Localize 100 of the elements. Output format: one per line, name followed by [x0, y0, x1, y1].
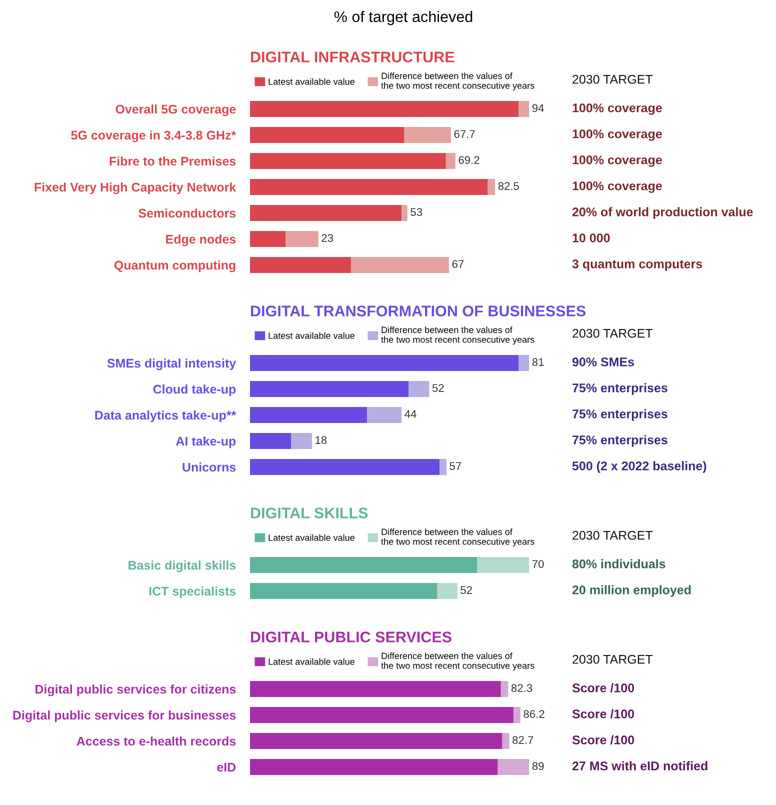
legend-label: Latest available value — [268, 78, 354, 85]
annotation: 52 — [432, 384, 444, 392]
bar — [518, 354, 530, 372]
legend-label: Difference between the values of the two most recent consecutive years — [381, 652, 534, 671]
chart-title: DIGITAL SKILLS — [251, 508, 368, 518]
bar — [437, 582, 458, 600]
y-tick-label: Cloud take-up — [153, 384, 236, 396]
text: 27 MS with eID notified — [572, 761, 708, 770]
annotation: 69.2 — [458, 156, 480, 164]
annotation: 57 — [450, 462, 462, 470]
text: 90% SMEs — [572, 358, 634, 366]
y-tick-label: Basic digital skills — [128, 560, 236, 572]
y-tick-label: eID — [217, 762, 236, 772]
bar — [286, 230, 318, 248]
y-tick-label: Edge nodes — [166, 234, 236, 246]
text: 100% coverage — [572, 129, 662, 141]
bar — [250, 556, 478, 574]
text: 80% individuals — [572, 559, 666, 568]
y-tick-label: Unicorns — [182, 462, 236, 472]
text: 20 million employed — [572, 585, 691, 597]
bar — [250, 152, 446, 170]
text: Score /100 — [572, 709, 634, 718]
chart-title: DIGITAL TRANSFORMATION OF BUSINESSES — [251, 306, 586, 316]
y-tick-label: Quantum computing — [114, 260, 236, 272]
legend-label: Difference between the values of the two most recent consecutive years — [381, 326, 534, 345]
bar — [502, 732, 510, 750]
annotation: 52 — [460, 586, 472, 594]
chart-title: DIGITAL INFRASTRUCTURE — [251, 52, 454, 62]
bar — [367, 406, 402, 424]
bar — [250, 432, 292, 450]
annotation: 82.5 — [498, 182, 519, 190]
text: Score /100 — [572, 683, 634, 692]
text: 100% coverage — [572, 155, 662, 167]
y-tick-label: Digital public services for citizens — [36, 684, 236, 696]
annotation: 70 — [532, 560, 544, 568]
text: 10 000 — [572, 234, 610, 242]
annotation: 53 — [410, 208, 422, 216]
y-tick-label: Access to e-health records — [76, 736, 236, 746]
text: 75% enterprises — [572, 409, 668, 421]
bar — [446, 152, 456, 170]
text: 20% of world production value — [572, 207, 753, 219]
bar — [250, 256, 352, 274]
y-tick-label: Overall 5G coverage — [116, 104, 236, 116]
text: 500 (2 x 2022 baseline) — [572, 461, 706, 473]
legend-label: Difference between the values of the two most recent consecutive years — [381, 72, 534, 91]
bar — [440, 458, 446, 476]
y-tick-label: Fibre to the Premises — [110, 156, 236, 166]
bar — [351, 256, 449, 274]
text: 3 quantum computers — [572, 260, 702, 271]
bar — [488, 178, 496, 196]
annotation: 82.3 — [511, 684, 532, 692]
annotation: 94 — [532, 104, 544, 112]
bar — [477, 556, 530, 574]
bar — [250, 406, 368, 424]
annotation: 81 — [532, 358, 544, 366]
annotation: 44 — [404, 410, 416, 418]
y-tick-label: Fixed Very High Capacity Network — [34, 182, 236, 194]
bar — [250, 100, 519, 118]
text: 2030 TARGET — [572, 654, 653, 664]
legend-label: Difference between the values of the two most recent consecutive years — [381, 528, 534, 547]
bar — [250, 126, 404, 144]
legend-label: Latest available value — [268, 534, 354, 541]
bar — [250, 230, 286, 248]
y-tick-label: AI take-up — [176, 436, 236, 448]
bar — [250, 178, 488, 196]
bar — [518, 100, 530, 118]
bar — [408, 380, 430, 398]
y-tick-label: Semiconductors — [138, 208, 236, 218]
annotation: 23 — [322, 234, 334, 242]
chart-title: DIGITAL PUBLIC SERVICES — [251, 632, 452, 642]
annotation: 82.7 — [512, 736, 534, 744]
bar — [250, 582, 438, 600]
annotation: 86.2 — [524, 710, 544, 718]
bar — [250, 706, 514, 724]
text: 2030 TARGET — [572, 74, 653, 84]
bar — [250, 458, 440, 476]
bar — [250, 758, 498, 776]
annotation: 67 — [452, 260, 464, 268]
bar — [291, 432, 312, 450]
text: 75% enterprises — [572, 383, 668, 395]
annotation: 67.7 — [454, 130, 475, 138]
bar — [500, 680, 508, 698]
bar — [404, 126, 451, 144]
y-tick-label: ICT specialists — [149, 586, 236, 598]
x-axis-title: % of target achieved — [334, 10, 472, 26]
bar — [402, 204, 408, 222]
y-tick-label: Digital public services for businesses — [13, 710, 236, 722]
text: 75% enterprises — [572, 435, 668, 447]
bar — [250, 354, 519, 372]
annotation: 89 — [532, 762, 544, 770]
bar — [250, 380, 409, 398]
text: 100% coverage — [572, 181, 662, 193]
bar — [250, 204, 402, 222]
legend-label: Latest available value — [268, 658, 354, 665]
bar — [498, 758, 530, 776]
text: Score /100 — [572, 735, 634, 744]
y-tick-label: Data analytics take-up** — [95, 410, 236, 422]
y-tick-label: 5G coverage in 3.4-3.8 GHz* — [71, 130, 236, 142]
text: 2030 TARGET — [572, 328, 653, 338]
legend-label: Latest available value — [268, 332, 354, 339]
